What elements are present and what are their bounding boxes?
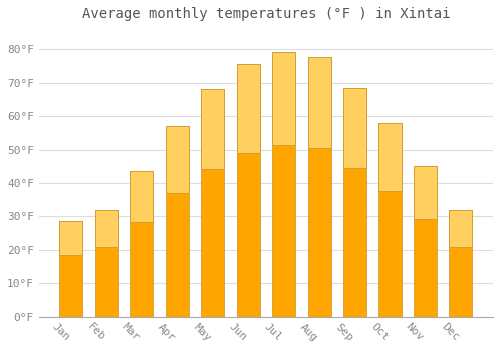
- Bar: [236, 64, 260, 153]
- Bar: [95, 210, 118, 317]
- Bar: [450, 210, 472, 247]
- Bar: [95, 210, 118, 247]
- Bar: [201, 89, 224, 169]
- Bar: [414, 166, 437, 219]
- Title: Average monthly temperatures (°F ) in Xintai: Average monthly temperatures (°F ) in Xi…: [82, 7, 450, 21]
- Bar: [166, 126, 189, 317]
- Bar: [378, 123, 402, 191]
- Bar: [343, 88, 366, 317]
- Bar: [378, 123, 402, 317]
- Bar: [343, 88, 366, 168]
- Bar: [130, 171, 154, 222]
- Bar: [166, 126, 189, 193]
- Bar: [450, 210, 472, 317]
- Bar: [308, 57, 330, 148]
- Bar: [272, 52, 295, 317]
- Bar: [414, 166, 437, 317]
- Bar: [60, 222, 82, 255]
- Bar: [308, 57, 330, 317]
- Bar: [236, 64, 260, 317]
- Bar: [201, 89, 224, 317]
- Bar: [60, 222, 82, 317]
- Bar: [130, 171, 154, 317]
- Bar: [272, 52, 295, 145]
